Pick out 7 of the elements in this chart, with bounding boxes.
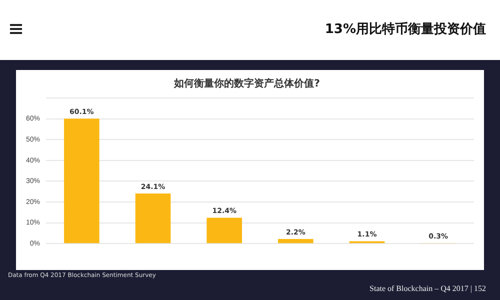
text: State of Blockchain – Q4 2017 | 152 [370,284,486,293]
chart-title: 如何衡量你的数字资产总体价值? [173,78,320,90]
text: 13%用比特币衡量投资价值 [324,20,486,38]
bar [278,239,314,244]
bar [64,118,100,244]
bar [206,218,242,244]
bar [135,193,171,244]
